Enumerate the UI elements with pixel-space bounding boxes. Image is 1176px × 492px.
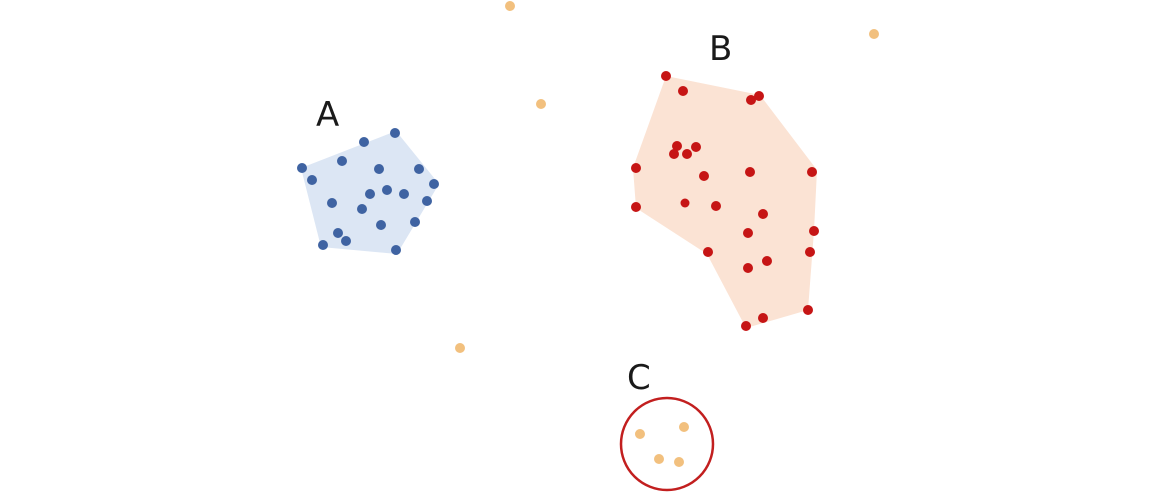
cluster-b-point	[682, 149, 692, 159]
cluster-b-point	[672, 141, 682, 151]
noise-point	[505, 1, 515, 11]
cluster-b-point	[754, 91, 764, 101]
noise-point	[455, 343, 465, 353]
cluster-b-point	[809, 226, 819, 236]
cluster-b-hull	[633, 76, 817, 328]
cluster-b-point	[711, 201, 721, 211]
cluster-b-point	[805, 247, 815, 257]
cluster-b-point	[745, 167, 755, 177]
cluster-a-point	[422, 196, 432, 206]
cluster-c-ring	[619, 396, 715, 492]
cluster-b-points	[631, 71, 819, 331]
cluster-b-point	[746, 95, 756, 105]
cluster-a-point	[297, 163, 307, 173]
cluster-a-point	[359, 137, 369, 147]
cluster-b-point	[803, 305, 813, 315]
noise-point	[536, 99, 546, 109]
cluster-a-point	[414, 164, 424, 174]
cluster-b-point	[762, 256, 772, 266]
cluster-b-point	[743, 263, 753, 273]
cluster-b-point	[758, 209, 768, 219]
cluster-b-point	[741, 321, 751, 331]
cluster-a-point	[307, 175, 317, 185]
cluster-a-point	[399, 189, 409, 199]
cluster-a-point	[391, 245, 401, 255]
cluster-b-point	[631, 163, 641, 173]
cluster-c-point	[635, 429, 645, 439]
cluster-a-point	[341, 236, 351, 246]
cluster-a-point	[318, 240, 328, 250]
cluster-a-point	[410, 217, 420, 227]
cluster-a-point	[374, 164, 384, 174]
cluster-a-point	[429, 179, 439, 189]
cluster-c-points	[635, 422, 689, 467]
cluster-c-label: C	[627, 358, 651, 398]
cluster-a-point	[376, 220, 386, 230]
cluster-a-point	[333, 228, 343, 238]
cluster-b-point	[661, 71, 671, 81]
cluster-b-point	[699, 171, 709, 181]
cluster-a-point	[382, 185, 392, 195]
cluster-c-point	[654, 454, 664, 464]
cluster-b-point	[680, 198, 690, 208]
cluster-c-point	[674, 457, 684, 467]
cluster-a-point	[357, 204, 367, 214]
cluster-b-point	[631, 202, 641, 212]
cluster-a-point	[337, 156, 347, 166]
noise-points	[455, 1, 879, 353]
cluster-a-points	[297, 128, 439, 255]
cluster-b-point	[678, 86, 688, 96]
cluster-a-point	[327, 198, 337, 208]
cluster-b-point	[703, 247, 713, 257]
cluster-b-point	[743, 228, 753, 238]
cluster-c-point	[679, 422, 689, 432]
noise-point	[869, 29, 879, 39]
cluster-a-point	[390, 128, 400, 138]
cluster-b-point	[758, 313, 768, 323]
cluster-b-point	[669, 149, 679, 159]
cluster-b-point	[691, 142, 701, 152]
cluster-b-label: B	[709, 29, 732, 69]
cluster-b-point	[807, 167, 817, 177]
cluster-a-label: A	[316, 95, 339, 135]
cluster-a-point	[365, 189, 375, 199]
